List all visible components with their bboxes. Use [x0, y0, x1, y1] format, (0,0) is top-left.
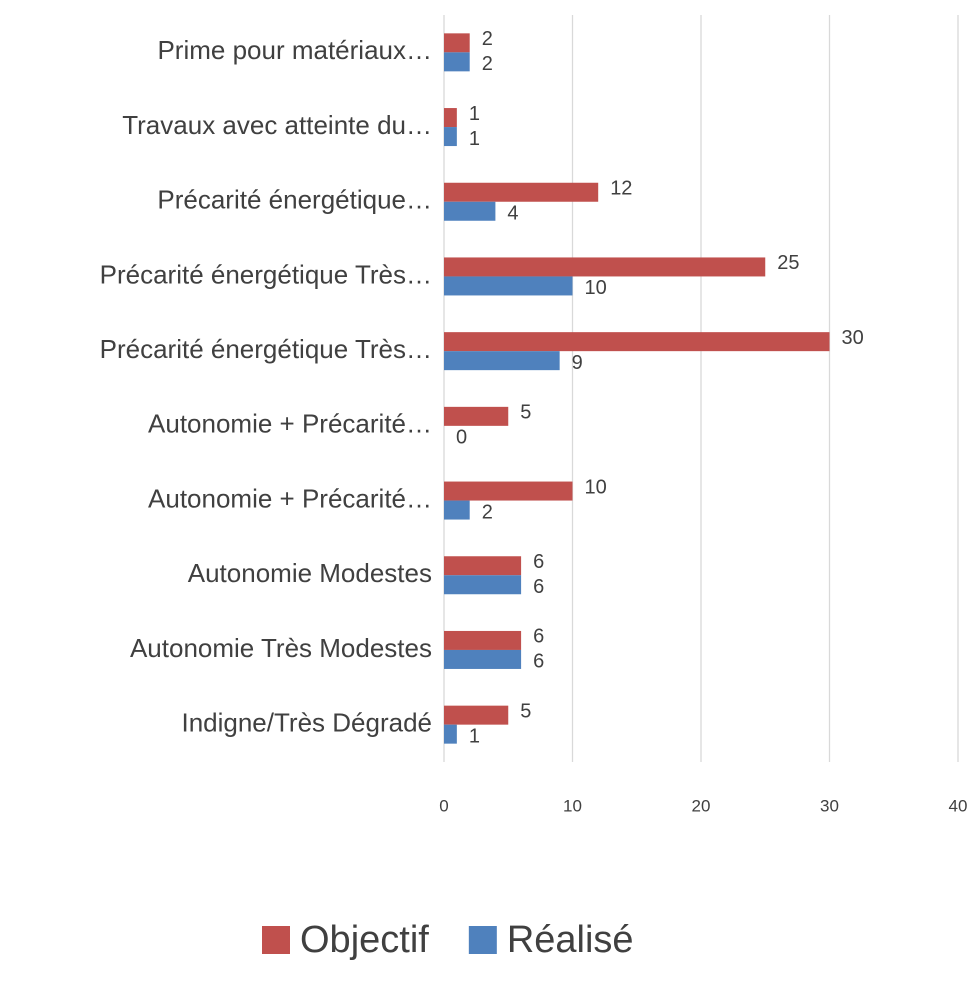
- data-label: 10: [585, 476, 607, 498]
- data-label: 5: [520, 700, 531, 722]
- x-tick-label: 10: [563, 796, 582, 815]
- y-tick-label: Autonomie Très Modestes: [130, 633, 432, 663]
- bar: [444, 182, 599, 202]
- data-label: 9: [572, 352, 583, 374]
- data-label: 6: [533, 626, 544, 648]
- bar: [444, 201, 496, 221]
- data-label: 1: [469, 103, 480, 125]
- bar: [444, 52, 470, 72]
- data-label: 0: [456, 427, 467, 449]
- data-label: 6: [533, 551, 544, 573]
- data-label: 30: [842, 327, 864, 349]
- y-tick-label: Indigne/Très Dégradé: [181, 708, 432, 738]
- data-label: 2: [482, 53, 493, 75]
- x-tick-label: 40: [949, 796, 968, 815]
- y-tick-label: Autonomie + Précarité…: [148, 409, 432, 439]
- legend-label: Objectif: [300, 919, 429, 961]
- bar: [444, 351, 560, 371]
- y-tick-label: Prime pour matériaux…: [157, 35, 432, 65]
- data-label: 2: [482, 501, 493, 523]
- legend-label: Réalisé: [507, 919, 634, 961]
- bar: [444, 406, 509, 426]
- y-tick-label: Travaux avec atteinte du…: [122, 110, 432, 140]
- bar: [444, 257, 766, 277]
- bar: [444, 276, 573, 296]
- bar: [444, 33, 470, 53]
- y-tick-label: Autonomie + Précarité…: [148, 483, 432, 513]
- x-tick-label: 20: [692, 796, 711, 815]
- data-label: 10: [585, 277, 607, 299]
- y-tick-label: Autonomie Modestes: [188, 558, 432, 588]
- bar: [444, 575, 522, 595]
- bar: [444, 649, 522, 669]
- legend-swatch: [468, 926, 497, 954]
- data-label: 12: [610, 178, 632, 200]
- data-label: 1: [469, 128, 480, 150]
- bar: [444, 481, 573, 501]
- y-tick-label: Précarité énergétique Très…: [100, 334, 432, 364]
- y-tick-label: Précarité énergétique Très…: [100, 259, 432, 289]
- data-label: 5: [520, 402, 531, 424]
- bar: [444, 556, 522, 576]
- bar: [444, 127, 457, 147]
- y-tick-label: Précarité énergétique…: [157, 185, 432, 215]
- data-label: 2: [482, 28, 493, 50]
- legend-swatch: [262, 926, 290, 954]
- data-label: 25: [777, 252, 799, 274]
- bar: [444, 332, 830, 352]
- bar: [444, 630, 522, 650]
- data-label: 4: [507, 203, 518, 225]
- x-tick-label: 30: [820, 796, 839, 815]
- bar: [444, 500, 470, 520]
- bar: [444, 724, 457, 744]
- bar: [444, 108, 457, 128]
- data-label: 6: [533, 651, 544, 673]
- data-label: 1: [469, 725, 480, 747]
- x-tick-label: 0: [439, 796, 448, 815]
- bar: [444, 705, 509, 725]
- data-label: 6: [533, 576, 544, 598]
